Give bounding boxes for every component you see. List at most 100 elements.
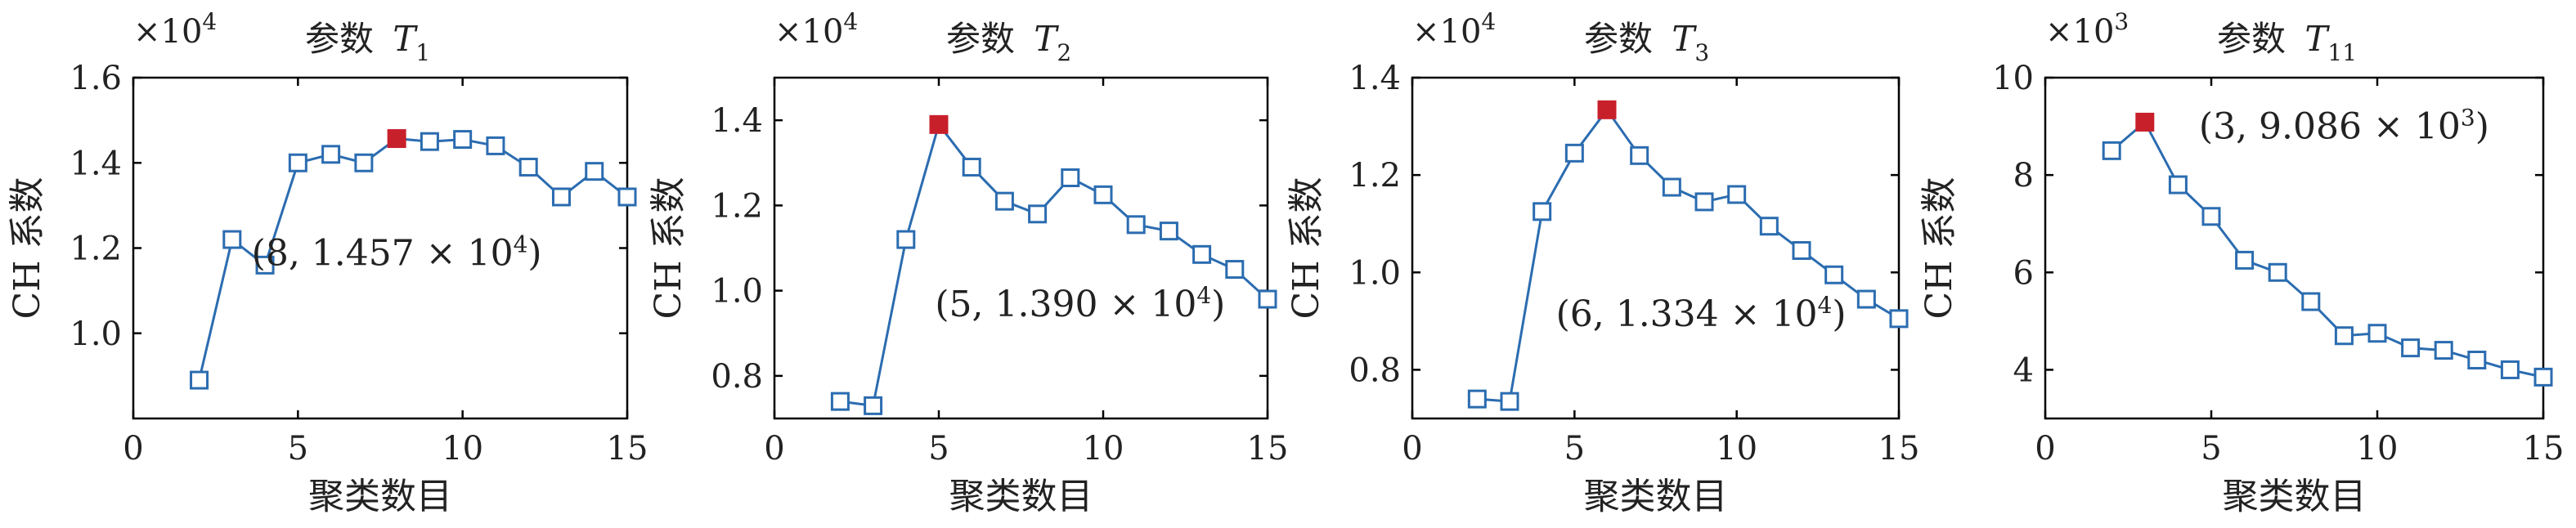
data-point [2533,367,2553,387]
data-point [2334,326,2354,346]
data-point [1630,145,1649,165]
chart-title: 参数 T3 [1584,19,1709,66]
title-subscript: 2 [1057,39,1071,66]
data-point [1792,240,1811,260]
highlight-point [387,129,406,149]
chart-panel-4: 0 5 10 15 4 6 8 10 聚类数目 CH 系数 ×103 参数 T11 (3, 9.086 … [1919,8,2564,517]
data-point [321,145,341,164]
data-point [518,157,538,177]
peak-annotation: (6, 1.334 × 104) [1556,292,1847,335]
y-axis-label: CH 系数 [1286,177,1327,319]
chart-title: 参数 T11 [2217,19,2357,66]
x-axis-label: 聚类数目 [1584,476,1728,517]
x-tick-label: 15 [1878,430,1920,468]
y-tick-label: 1.0 [1349,254,1401,292]
highlight-point [2135,112,2155,132]
y-tick-label: 6 [2013,254,2034,292]
plot-frame [773,76,1269,420]
data-point [1225,260,1245,280]
data-point [1093,185,1113,204]
title-variable: T [1672,19,1697,59]
data-point [2168,175,2188,195]
chart-panel-1: 0 5 10 15 1.0 1.2 1.4 1.6 聚类数目 CH 系数 ×104 参数 T1 (8, … [7,8,648,517]
data-point [1533,202,1552,221]
data-point [617,187,637,207]
title-prefix: 参数 [946,19,1025,59]
data-point [1564,143,1584,163]
plot-frame [1411,76,1901,420]
y-scale-factor: ×104 [133,8,217,51]
title-prefix: 参数 [1584,19,1663,59]
title-subscript: 11 [2327,39,2357,66]
annotation-exponent: 4 [514,230,528,257]
title-subscript: 3 [1694,39,1709,66]
data-point [2235,250,2255,270]
data-point [2467,351,2487,370]
y-scale-factor: ×104 [774,8,858,51]
highlight-point [1597,100,1617,119]
title-variable: T [2304,19,2330,59]
x-tick-label: 10 [2357,430,2399,468]
title-subscript: 1 [415,39,430,66]
data-point [830,392,850,411]
annotation-exponent: 4 [1818,292,1833,319]
y-tick-label: 1.4 [1349,60,1401,97]
x-tick-label: 10 [442,430,483,468]
annotation-main: (5, 1.390 × 10 [935,284,1196,325]
x-tick-label: 0 [2035,430,2055,468]
annotation-end: ) [2475,105,2489,147]
y-tick-label: 0.8 [1349,351,1401,389]
data-point [1727,185,1747,204]
y-scale-exponent: 3 [2114,8,2129,35]
data-point [1192,244,1212,264]
data-point [1824,265,1844,284]
peak-annotation: (3, 9.086 × 103) [2199,104,2489,147]
x-tick-label: 10 [1716,430,1757,468]
x-tick-label: 0 [123,430,143,468]
data-point [1159,221,1178,241]
y-scale-exponent: 4 [843,8,858,35]
data-point [1258,289,1277,309]
data-point [1126,215,1146,235]
highlight-point [929,114,949,134]
y-scale-exponent: 4 [202,8,217,35]
series-line [2111,120,2544,378]
peak-annotation: (5, 1.390 × 104) [935,282,1225,325]
data-point [354,153,374,172]
data-point [962,157,981,177]
x-axis-label: 聚类数目 [949,476,1093,517]
data-point [585,162,604,181]
chart-title: 参数 T2 [946,19,1071,66]
data-point [2102,141,2121,160]
y-tick-label: 1.2 [711,187,763,225]
y-scale-factor: ×104 [1412,8,1496,51]
y-axis-label: CH 系数 [1919,177,1960,319]
data-point [420,132,439,151]
title-prefix: 参数 [2217,19,2296,59]
y-tick-label: 1.4 [711,102,763,140]
annotation-exponent: 4 [1196,282,1211,309]
x-tick-label: 15 [1247,430,1289,468]
y-tick-label: 4 [2013,351,2034,389]
x-tick-label: 15 [2523,430,2565,468]
data-point [1889,309,1909,329]
data-point [2301,292,2321,311]
annotation-end: ) [1211,284,1225,325]
title-prefix: 参数 [305,19,384,59]
y-axis-label: CH 系数 [7,177,48,319]
data-point [1061,168,1080,187]
chart-panel-2: 0 5 10 15 0.8 1.0 1.2 1.4 聚类数目 CH 系数 ×104 参数 T2 (5, … [648,8,1288,517]
data-point [2500,360,2520,379]
y-tick-label: 8 [2013,157,2034,195]
data-point [1694,192,1714,212]
data-point [222,230,242,249]
data-point [288,153,307,172]
chart-title: 参数 T1 [305,19,430,66]
data-point [1467,389,1487,409]
annotation-exponent: 3 [2461,104,2475,131]
x-tick-label: 5 [2201,430,2221,468]
data-point [2201,207,2221,226]
x-tick-label: 5 [1564,430,1585,468]
x-tick-label: 5 [928,430,949,468]
